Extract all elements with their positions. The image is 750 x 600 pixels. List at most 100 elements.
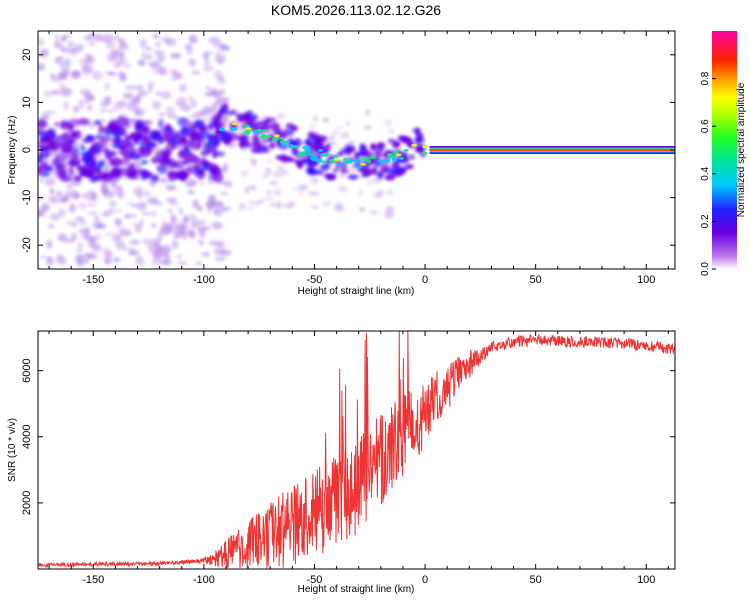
ridge-highlight (242, 130, 251, 136)
snr-ticks: -150 -100 -50 0 50 100 2000 4000 6000 (21, 331, 675, 586)
noise-blob (269, 180, 279, 186)
band-blob (142, 127, 150, 133)
noise-blob (88, 42, 96, 47)
noise-blob (82, 36, 91, 41)
ridge-highlight (328, 158, 336, 164)
noise-blob (160, 259, 172, 266)
ridge-peak (273, 134, 280, 138)
ridge-blob (260, 138, 270, 143)
ridge-blob (260, 144, 268, 151)
noise-blob (44, 178, 56, 187)
noise-blob (186, 181, 196, 187)
snr-x-tick-label: 0 (422, 574, 428, 586)
noise-blob (264, 197, 274, 201)
ridge-highlight (271, 137, 279, 142)
noise-blob (299, 184, 309, 190)
noise-blob (154, 41, 162, 48)
noise-blob (207, 194, 217, 203)
noise-blob (119, 229, 132, 237)
noise-blob (169, 219, 177, 226)
noise-blob (290, 187, 299, 191)
noise-blob (211, 102, 218, 110)
noise-blob (153, 243, 163, 253)
band-blob (118, 139, 132, 147)
noise-blob (156, 52, 166, 63)
band-blob (54, 152, 68, 163)
noise-blob (113, 257, 121, 263)
band-blob-blue (96, 144, 102, 151)
noise-blob (80, 193, 88, 199)
noise-blob (95, 243, 101, 250)
noise-blob (122, 62, 132, 69)
noise-blob (164, 184, 177, 191)
band-blob (188, 140, 195, 148)
band-blob (89, 174, 100, 182)
noise-blob (64, 57, 72, 64)
ridge-blob (415, 135, 421, 145)
ridge-highlight (370, 154, 377, 160)
ridge-blob (264, 118, 271, 124)
noise-blob (75, 247, 84, 252)
ridge-blob (307, 132, 315, 138)
ridge-blob (237, 117, 248, 123)
band-blob (105, 151, 113, 160)
noise-blob (151, 210, 157, 218)
ridge-highlight (279, 140, 288, 144)
ridge-highlight (265, 134, 272, 139)
ridge-highlight (364, 159, 372, 164)
band-blob (198, 137, 206, 145)
noise-blob (122, 92, 134, 100)
noise-blob (141, 202, 147, 210)
noise-blob (84, 100, 90, 104)
noise-blob (216, 49, 221, 54)
band-blob (149, 130, 161, 140)
noise-blob (212, 43, 223, 48)
ridge-highlight (309, 156, 318, 160)
colorbar-tick-label: 0.6 (700, 119, 711, 133)
ridge-blob (339, 168, 349, 174)
noise-blob (72, 105, 80, 114)
noise-blob (207, 203, 215, 210)
ridge-highlight (421, 151, 428, 155)
noise-blob (76, 242, 84, 248)
ridge-highlight (290, 144, 299, 149)
noise-blob (104, 82, 110, 91)
ridge-highlight (310, 154, 319, 158)
band-blob (157, 118, 165, 129)
band-blob-blue (97, 164, 102, 171)
noise-blob (133, 107, 146, 118)
noise-blob (64, 190, 72, 198)
noise-blob (57, 56, 65, 60)
ridge-blob (222, 109, 233, 116)
band-blob (128, 152, 141, 160)
noise-blob (308, 123, 317, 128)
noise-blob (214, 54, 227, 64)
noise-blob (170, 69, 178, 76)
noise-blob (249, 185, 257, 190)
ridge-highlight (358, 157, 364, 161)
spectrogram-x-tick-label: 100 (637, 274, 655, 286)
band-blob (179, 136, 188, 142)
ridge-peak (411, 143, 418, 147)
noise-blob (168, 227, 179, 235)
noise-blob (247, 205, 253, 211)
ridge-blob (406, 165, 414, 170)
ridge-blob (293, 158, 302, 164)
noise-blob (157, 112, 166, 117)
noise-blob (106, 257, 114, 264)
ridge-blob (379, 144, 385, 151)
snr-x-tick-label: -150 (82, 574, 104, 586)
ridge-highlight (356, 165, 363, 169)
noise-blob (196, 219, 208, 226)
noise-blob (81, 231, 89, 240)
band-blob (151, 174, 159, 182)
band-blob-blue (204, 148, 212, 153)
noise-blob (43, 110, 55, 115)
noise-blob (179, 103, 192, 112)
ridge-blob (353, 151, 360, 159)
noise-blob (143, 191, 151, 197)
noise-blob (84, 191, 95, 201)
ridge-blob (212, 133, 219, 141)
noise-blob (137, 59, 146, 67)
